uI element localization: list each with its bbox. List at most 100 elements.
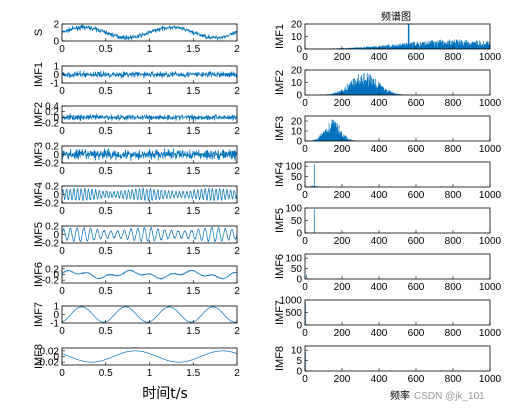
x-tick-label: 1.5 xyxy=(186,286,200,297)
panel-ylabel: IMF6 xyxy=(274,254,286,279)
x-tick-label: 1000 xyxy=(479,282,502,293)
y-tick-label: 0.2 xyxy=(45,264,59,275)
x-tick-label: 0.5 xyxy=(99,368,113,379)
x-tick-label: 0 xyxy=(302,282,308,293)
x-tick-label: 2 xyxy=(234,126,240,137)
time-series-3 xyxy=(62,113,237,122)
spec-axes-7 xyxy=(304,299,491,326)
y-tick-label: 0 xyxy=(53,113,59,124)
panel-ylabel: IMF3 xyxy=(274,116,286,141)
x-tick-label: 2 xyxy=(234,166,240,177)
x-tick-label: 0 xyxy=(302,98,308,109)
x-tick-label: 800 xyxy=(445,190,462,201)
x-tick-label: 400 xyxy=(371,190,388,201)
frequency-axis-label: 频率 xyxy=(390,389,410,402)
x-tick-label: 1000 xyxy=(479,374,502,385)
x-tick-label: 600 xyxy=(408,144,425,155)
x-tick-label: 2 xyxy=(234,368,240,379)
y-tick-label: 0.2 xyxy=(45,222,59,233)
panel-ylabel: IMF8 xyxy=(274,346,286,371)
y-tick-label: 0 xyxy=(53,270,59,281)
panel-ylabel: IMF7 xyxy=(274,300,286,325)
spec-series-1 xyxy=(305,24,490,49)
x-tick-label: 0.5 xyxy=(99,246,113,257)
y-tick-label: 1 xyxy=(53,62,59,73)
y-tick-label: 10 xyxy=(291,78,303,89)
y-tick-label: -0.02 xyxy=(36,358,59,369)
x-tick-label: 1 xyxy=(147,286,153,297)
x-tick-label: 1.5 xyxy=(186,326,200,337)
y-tick-label: -0.2 xyxy=(42,239,60,250)
panel-ylabel: S xyxy=(33,29,45,36)
y-tick-label: -0.2 xyxy=(42,199,60,210)
x-tick-label: 0 xyxy=(302,52,308,63)
x-tick-label: 1.5 xyxy=(186,368,200,379)
panel-ylabel: IMF3 xyxy=(33,142,45,167)
x-tick-label: 1000 xyxy=(479,190,502,201)
y-tick-label: 50 xyxy=(291,264,303,275)
x-tick-label: 400 xyxy=(371,144,388,155)
time-panel-1: 0 2 S 0 0.5 1 1.5 2 xyxy=(33,20,240,56)
x-tick-label: 600 xyxy=(408,282,425,293)
x-tick-label: 0.5 xyxy=(99,206,113,217)
spec-axes-5 xyxy=(304,207,491,234)
x-tick-label: 400 xyxy=(371,282,388,293)
x-tick-label: 1.5 xyxy=(186,166,200,177)
x-tick-label: 200 xyxy=(334,374,351,385)
x-tick-label: 0 xyxy=(59,44,65,55)
y-tick-label: 0 xyxy=(296,229,302,240)
panel-ylabel: IMF5 xyxy=(274,208,286,233)
x-tick-label: 1.5 xyxy=(186,246,200,257)
x-tick-label: 600 xyxy=(408,190,425,201)
x-tick-label: 0 xyxy=(302,144,308,155)
x-tick-label: 2 xyxy=(234,206,240,217)
x-tick-label: 200 xyxy=(334,98,351,109)
spectrum-title: 频谱图 xyxy=(381,10,411,23)
x-tick-label: 600 xyxy=(408,52,425,63)
y-tick-label: 0 xyxy=(53,230,59,241)
y-tick-label: 1 xyxy=(53,302,59,313)
time-series-8 xyxy=(62,306,237,323)
y-tick-label: 5 xyxy=(296,356,302,367)
x-tick-label: 1000 xyxy=(479,144,502,155)
x-tick-label: 0.5 xyxy=(99,166,113,177)
x-tick-label: 400 xyxy=(371,98,388,109)
x-tick-label: 1000 xyxy=(479,328,502,339)
panel-ylabel: IMF4 xyxy=(33,182,45,207)
y-tick-label: 10 xyxy=(291,127,303,138)
y-tick-label: 20 xyxy=(291,66,303,77)
panel-ylabel: IMF6 xyxy=(33,262,45,287)
y-tick-label: 0.2 xyxy=(45,182,59,193)
y-tick-label: 20 xyxy=(291,20,303,31)
x-tick-label: 600 xyxy=(408,328,425,339)
x-tick-label: 800 xyxy=(445,236,462,247)
x-tick-label: 600 xyxy=(408,374,425,385)
x-tick-label: 0 xyxy=(59,206,65,217)
x-tick-label: 200 xyxy=(334,236,351,247)
x-tick-label: 2 xyxy=(234,286,240,297)
y-tick-label: 0 xyxy=(53,150,59,161)
panel-ylabel: IMF1 xyxy=(33,62,45,87)
y-tick-label: 10 xyxy=(291,346,303,357)
y-tick-label: -0.2 xyxy=(42,159,60,170)
y-tick-label: -1 xyxy=(50,319,59,330)
spec-series-3 xyxy=(305,119,360,141)
x-tick-label: 0 xyxy=(59,368,65,379)
x-tick-label: 800 xyxy=(445,52,462,63)
x-tick-label: 1 xyxy=(147,206,153,217)
panel-ylabel: IMF2 xyxy=(274,70,286,95)
x-tick-label: 0 xyxy=(302,190,308,201)
